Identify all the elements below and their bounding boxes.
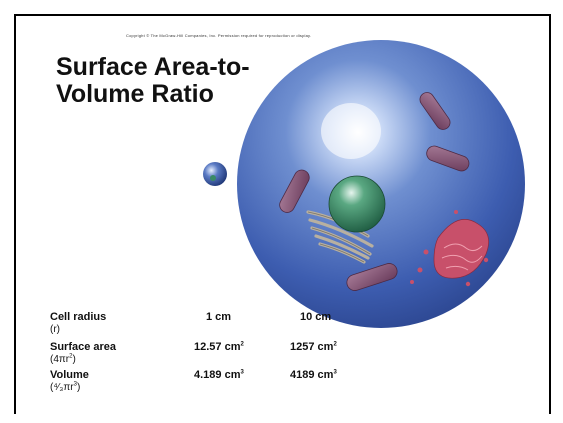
page-title: Surface Area-to- Volume Ratio <box>56 54 250 108</box>
row-sub-radius: (r) <box>50 324 60 335</box>
er-folds <box>441 243 483 271</box>
row-label-surface-area: Surface area <box>50 341 117 353</box>
surface-area-10cm: 1257 cm2 <box>290 341 337 353</box>
cell-highlight <box>321 103 381 159</box>
volume-1cm: 4.189 cm3 <box>194 369 244 381</box>
title-line-1: Surface Area-to- <box>56 53 250 81</box>
title-line-2: Volume Ratio <box>56 80 214 108</box>
slide: Copyright © The McGraw-Hill Companies, I… <box>14 14 551 414</box>
row-label-radius: Cell radius <box>50 311 107 323</box>
nucleus <box>328 175 386 233</box>
copyright-notice: Copyright © The McGraw-Hill Companies, I… <box>126 33 312 38</box>
cell-illustration <box>203 40 525 328</box>
surface-area-1cm: 12.57 cm2 <box>194 341 244 353</box>
large-cell <box>237 40 525 328</box>
ribosomes <box>410 210 489 287</box>
row-sub-surface-area: (4πr2) <box>50 353 76 365</box>
mitochondria <box>279 92 470 291</box>
row-label-volume: Volume <box>50 369 89 381</box>
endoplasmic-reticulum <box>433 219 489 279</box>
volume-10cm: 4189 cm3 <box>290 369 337 381</box>
row-sub-volume: (⁴⁄₃πr3) <box>50 381 81 393</box>
column-header-10cm: 10 cm <box>300 311 332 323</box>
small-cell-nucleus <box>210 175 216 181</box>
small-cell <box>203 162 227 186</box>
column-header-1cm: 1 cm <box>206 311 232 323</box>
